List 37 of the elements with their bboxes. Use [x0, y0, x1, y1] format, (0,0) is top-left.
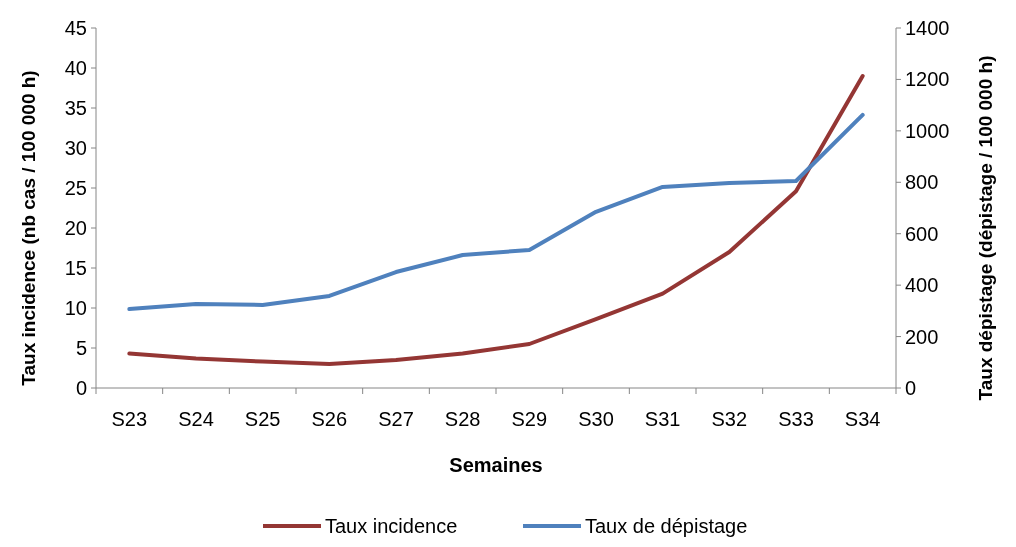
y-tick-label: 10 [64, 297, 87, 319]
y-tick-label: 35 [64, 97, 87, 119]
y-tick-label: 0 [75, 377, 87, 399]
y2-tick-label: 0 [905, 377, 917, 399]
y-tick-label: 20 [64, 217, 87, 239]
y-tick-label: 5 [75, 337, 87, 359]
line-series [127, 112, 865, 312]
y2-tick-label: 200 [905, 325, 939, 348]
line-series [127, 74, 865, 366]
y2-axis-title: Taux dépistage (dépistage / 100 000 h) [975, 55, 996, 401]
y2-tick-label: 1000 [905, 119, 950, 142]
y-tick-label: 30 [64, 137, 87, 159]
x-tick-label: S29 [511, 408, 548, 430]
y2-tick-label: 600 [905, 222, 939, 245]
y2-tick-label: 1400 [905, 17, 950, 39]
y-tick-label: 25 [64, 177, 87, 199]
y2-tick-label: 800 [905, 171, 939, 194]
x-tick-label: S32 [711, 408, 748, 430]
x-tick-label: S31 [644, 408, 681, 430]
x-tick-label: S26 [311, 408, 348, 430]
x-tick-label: S30 [578, 408, 614, 430]
legend-label: Taux incidence [325, 515, 458, 537]
x-tick-label: S28 [444, 408, 481, 430]
y-axis-title: Taux incidence (nb cas / 100 000 h) [18, 70, 39, 386]
y2-tick-label: 1200 [905, 68, 950, 91]
x-axis-title: Semaines [449, 454, 543, 476]
y-tick-label: 15 [64, 257, 87, 279]
x-tick-label: S23 [111, 408, 148, 430]
x-tick-label: S34 [844, 408, 881, 430]
y-tick-label: 40 [64, 57, 87, 79]
x-tick-label: S27 [378, 408, 414, 430]
x-tick-label: S33 [778, 408, 814, 430]
x-tick-label: S25 [244, 408, 281, 430]
y2-tick-label: 400 [905, 274, 939, 297]
x-tick-label: S24 [178, 408, 214, 430]
legend-label: Taux de dépistage [585, 515, 748, 537]
y-tick-label: 45 [64, 17, 87, 39]
